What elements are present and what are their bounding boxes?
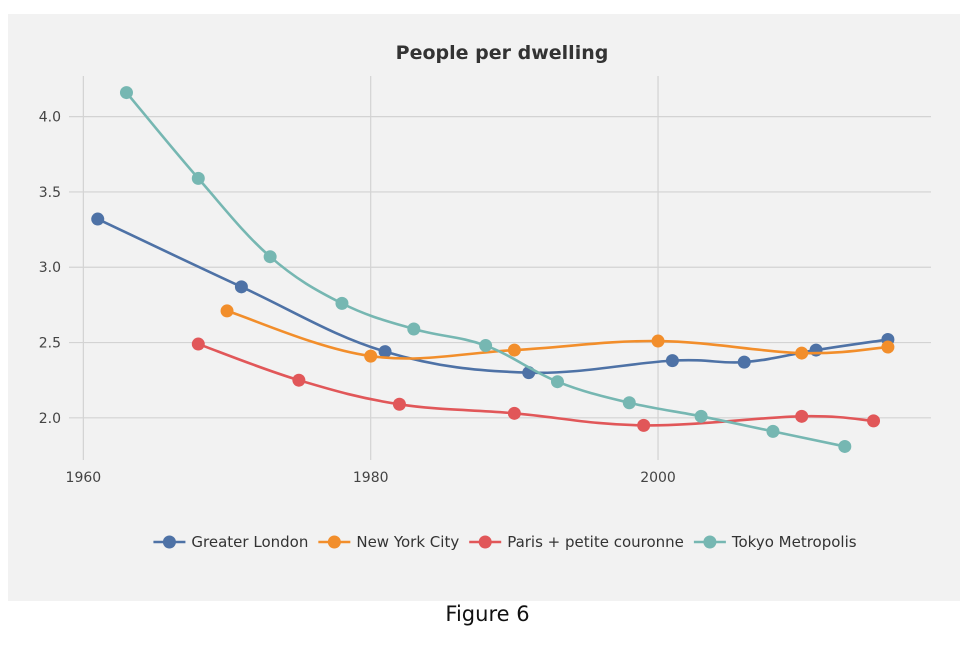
data-point-paris-petite-couronne	[392, 397, 406, 411]
x-tick-label: 1980	[353, 470, 389, 486]
data-point-tokyo-metropolis	[694, 409, 708, 423]
data-point-tokyo-metropolis	[191, 171, 205, 185]
data-point-greater-london	[378, 345, 392, 359]
data-point-new-york-city	[795, 346, 809, 360]
y-tick-label: 2.5	[39, 336, 61, 352]
legend: Greater London New York City Paris + petit…	[153, 533, 857, 551]
y-tick-label: 3.0	[39, 260, 61, 276]
series-paris-petite-couronne	[191, 337, 881, 432]
legend-swatch-marker	[478, 535, 492, 549]
data-point-tokyo-metropolis	[119, 86, 133, 100]
data-point-new-york-city	[364, 349, 378, 363]
data-point-greater-london	[234, 280, 248, 294]
y-tick-label: 3.5	[39, 185, 61, 201]
x-tick-label: 2000	[640, 470, 676, 486]
data-point-paris-petite-couronne	[867, 414, 881, 428]
data-point-tokyo-metropolis	[335, 296, 349, 310]
legend-swatch-marker	[162, 535, 176, 549]
data-point-paris-petite-couronne	[191, 337, 205, 351]
data-point-new-york-city	[220, 304, 234, 318]
data-point-paris-petite-couronne	[795, 409, 809, 423]
data-point-tokyo-metropolis	[766, 424, 780, 438]
legend-item-greater-london: Greater London	[153, 533, 308, 551]
data-point-greater-london	[91, 212, 105, 226]
legend-swatch-marker	[703, 535, 717, 549]
data-point-tokyo-metropolis	[479, 339, 493, 353]
data-point-paris-petite-couronne	[507, 406, 521, 420]
legend-item-paris-petite-couronne: Paris + petite couronne	[469, 533, 684, 551]
legend-item-new-york-city: New York City	[318, 533, 459, 551]
legend-swatch-marker	[327, 535, 341, 549]
data-point-paris-petite-couronne	[292, 373, 306, 387]
figure-caption: Figure 6	[445, 602, 530, 626]
chart-svg: People per dwelling 2.0 2.5 3.0 3.5 4.0 1960 1…	[39, 42, 931, 551]
data-point-tokyo-metropolis	[838, 439, 852, 453]
axis-label-layer: 2.0 2.5 3.0 3.5 4.0 1960 1980 2000	[39, 110, 676, 486]
chart-title: People per dwelling	[396, 42, 609, 64]
y-tick-label: 4.0	[39, 110, 61, 126]
legend-label: Greater London	[191, 533, 308, 551]
data-point-greater-london	[665, 354, 679, 368]
data-point-tokyo-metropolis	[550, 375, 564, 389]
data-point-tokyo-metropolis	[622, 396, 636, 410]
legend-label: Tokyo Metropolis	[731, 533, 857, 551]
series-tokyo-metropolis	[119, 86, 852, 453]
data-point-paris-petite-couronne	[637, 418, 651, 432]
x-tick-label: 1960	[66, 470, 102, 486]
data-point-tokyo-metropolis	[263, 250, 277, 264]
legend-item-tokyo-metropolis: Tokyo Metropolis	[693, 533, 857, 551]
data-point-tokyo-metropolis	[407, 322, 421, 336]
data-point-greater-london	[737, 355, 751, 369]
y-tick-label: 2.0	[39, 411, 61, 427]
series-layer	[91, 86, 895, 453]
legend-label: Paris + petite couronne	[507, 533, 684, 551]
series-line-new-york-city	[226, 309, 888, 360]
data-point-new-york-city	[507, 343, 521, 357]
series-line-tokyo-metropolis	[125, 91, 846, 448]
data-point-new-york-city	[881, 340, 895, 354]
series-new-york-city	[220, 304, 895, 363]
legend-label: New York City	[356, 533, 459, 551]
chart-panel: People per dwelling 2.0 2.5 3.0 3.5 4.0 1960 1…	[8, 14, 960, 601]
series-greater-london	[91, 212, 895, 380]
data-point-new-york-city	[651, 334, 665, 348]
data-point-greater-london	[809, 343, 823, 357]
